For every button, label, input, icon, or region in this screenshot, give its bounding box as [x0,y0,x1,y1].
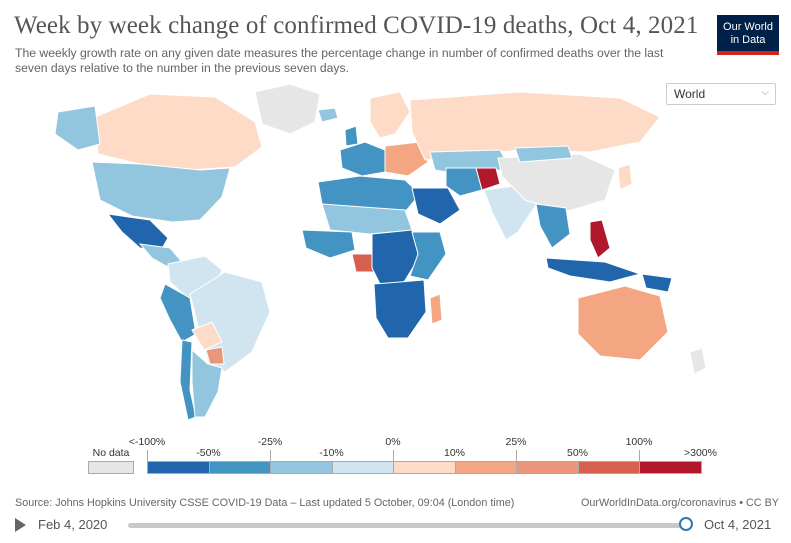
region-argentina[interactable] [191,348,223,418]
region-united-kingdom[interactable] [344,125,359,147]
region-australia[interactable] [577,285,669,361]
region-papua-new-guinea[interactable] [641,273,673,293]
legend-bin-6 [516,461,579,474]
region-canada[interactable] [94,93,263,171]
credit-link[interactable]: OurWorldInData.org/coronavirus • CC BY [581,497,779,509]
timeline-track[interactable] [128,523,688,528]
legend-bin-3 [331,461,394,474]
region-southeast-asia[interactable] [535,203,571,249]
region-mongolia[interactable] [514,145,573,163]
legend-bin-2 [270,461,333,474]
legend-bin-7 [577,461,640,474]
world-map[interactable] [0,72,791,432]
region-afghanistan[interactable] [475,167,501,191]
logo-line-1: Our World [723,21,773,33]
legend-tick-lower-0: -50% [196,447,221,459]
legend-no-data-swatch [88,461,134,474]
region-southern-africa[interactable] [373,279,427,339]
region-philippines[interactable] [589,219,611,259]
region-alaska[interactable] [54,105,101,151]
legend-bin-5 [454,461,517,474]
region-saudi-arabia[interactable] [411,187,461,225]
region-dropdown[interactable]: World ⌵ [666,83,776,105]
region-western-europe[interactable] [339,141,386,177]
region-east-africa[interactable] [409,231,447,281]
region-west-africa[interactable] [301,229,356,259]
legend-bin-0 [147,461,210,474]
region-scandinavia[interactable] [369,91,411,139]
legend-bin-8 [639,461,702,474]
legend-tick-line-upper-4 [639,450,640,461]
region-dropdown-value: World [674,87,706,101]
legend-tick-line-upper-0 [147,450,148,461]
legend-tick-line-upper-3 [516,450,517,461]
chart-title: Week by week change of confirmed COVID-1… [14,12,699,39]
legend-tick-lower-1: -10% [319,447,344,459]
legend-tick-upper-3: 25% [505,436,527,448]
region-russia[interactable] [409,91,661,161]
legend-no-data-label: No data [92,447,130,459]
play-icon[interactable] [15,518,26,532]
timeline-start-date[interactable]: Feb 4, 2020 [38,517,108,532]
region-eastern-europe[interactable] [384,141,429,177]
timeline-end-date[interactable]: Oct 4, 2021 [704,517,772,532]
legend-tick-lower-3: 50% [566,447,589,459]
legend-tick-upper-2: 0% [385,436,401,448]
legend-bin-4 [393,461,456,474]
legend-tick-lower-2: 10% [443,447,466,459]
region-brazil[interactable] [189,271,271,373]
region-japan[interactable] [617,163,633,191]
source-note: Source: Johns Hopkins University CSSE CO… [15,497,515,509]
region-indonesia[interactable] [545,257,642,283]
logo-line-2: in Data [730,33,766,46]
legend-tick-upper-1: -25% [257,436,283,448]
region-cameroon[interactable] [351,253,375,273]
timeline-handle[interactable] [679,517,693,531]
region-madagascar[interactable] [429,293,443,325]
region-iceland[interactable] [317,107,339,123]
chart-subtitle: The weekly growth rate on any given date… [15,46,664,75]
region-bolivia[interactable] [191,321,223,351]
legend-tick-upper-4: 100% [625,436,653,448]
owid-logo[interactable]: Our World in Data [717,15,779,55]
region-united-states[interactable] [91,161,231,223]
legend-tick-line-upper-2 [393,450,394,461]
legend-tick-lower-4: >300% [684,447,717,459]
region-new-zealand[interactable] [689,347,707,375]
chevron-down-icon: ⌵ [761,87,769,98]
region-paraguay[interactable] [205,346,225,365]
legend-bin-1 [208,461,271,474]
legend-tick-upper-0: <-100% [128,436,166,448]
region-china[interactable] [497,153,616,213]
region-iran[interactable] [445,167,483,197]
legend-tick-line-upper-1 [270,450,271,461]
region-greenland[interactable] [254,83,321,135]
